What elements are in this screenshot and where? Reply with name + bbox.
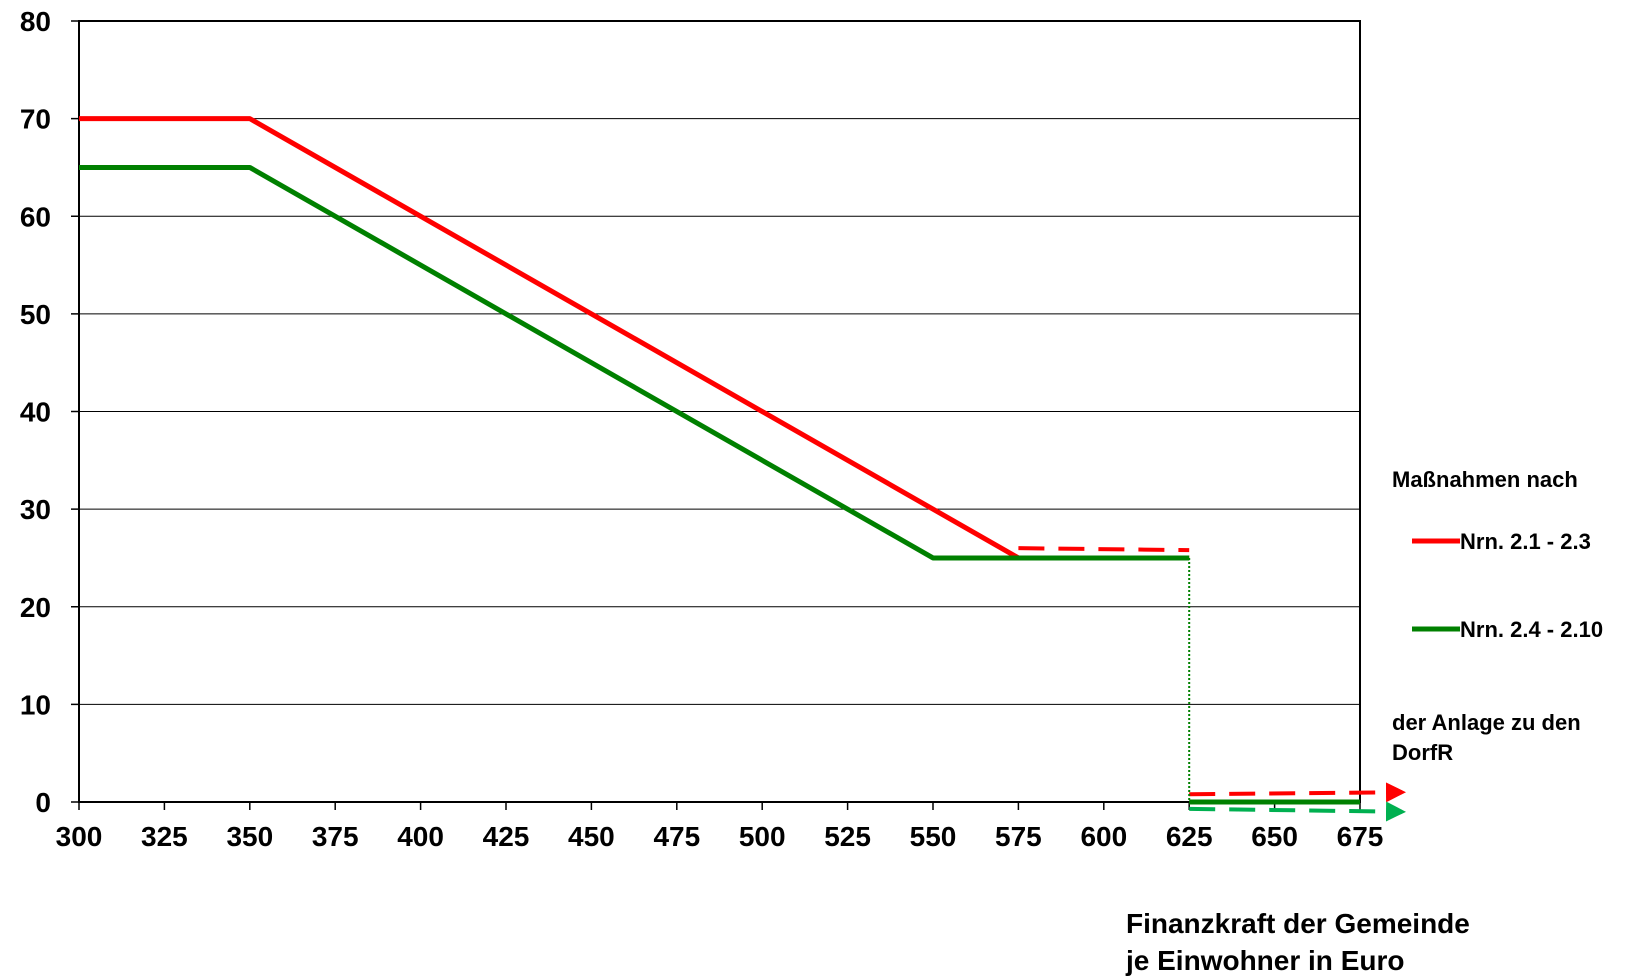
gridlines: [79, 118, 1360, 705]
legend-label-series-1: Nrn. 2.1 - 2.3: [1460, 529, 1591, 554]
tick-labels: 0 10 20 30 40 50 60 70 80 300 325 350 375 400 425 450 47…: [20, 6, 1384, 852]
y-tick-label-20: 20: [20, 592, 51, 623]
x-tick-label-475: 475: [653, 821, 700, 852]
x-tick-label-575: 575: [995, 821, 1042, 852]
x-tick-label-325: 325: [141, 821, 188, 852]
legend-label-series-2: Nrn. 2.4 - 2.10: [1460, 617, 1603, 642]
x-tick-label-450: 450: [568, 821, 615, 852]
series-2-line: [79, 164, 1190, 561]
x-tick-label-425: 425: [483, 821, 530, 852]
legend-heading: Maßnahmen nach: [1392, 467, 1578, 492]
y-tick-label-60: 60: [20, 201, 51, 232]
y-tick-label-0: 0: [35, 787, 51, 818]
x-axis-label-line-2: je Einwohner in Euro: [1126, 945, 1405, 976]
x-tick-label-650: 650: [1251, 821, 1298, 852]
y-tick-label-30: 30: [20, 494, 51, 525]
series-1-line: [79, 116, 1190, 561]
x-tick-label-300: 300: [56, 821, 103, 852]
x-axis-label-line-1: Finanzkraft der Gemeinde: [1126, 908, 1470, 939]
axis-ticks: [71, 20, 1361, 810]
x-tick-label-625: 625: [1166, 821, 1213, 852]
series-2-dashed-segment-1: [1189, 801, 1406, 822]
legend-footer-line-1: der Anlage zu den: [1392, 710, 1581, 735]
x-tick-label-400: 400: [397, 821, 444, 852]
y-tick-label-70: 70: [20, 104, 51, 135]
x-tick-label-525: 525: [824, 821, 871, 852]
series-1-dashed-segment-2: [1189, 782, 1406, 803]
series-1-dashed-segment-1: [1018, 546, 1190, 553]
y-tick-label-40: 40: [20, 397, 51, 428]
y-tick-label-80: 80: [20, 6, 51, 37]
x-tick-label-500: 500: [739, 821, 786, 852]
legend: Maßnahmen nach Nrn. 2.1 - 2.3 Nrn. 2.4 -…: [1392, 467, 1603, 765]
x-tick-label-550: 550: [910, 821, 957, 852]
x-tick-label-350: 350: [226, 821, 273, 852]
x-tick-label-375: 375: [312, 821, 359, 852]
legend-footer-line-2: DorfR: [1392, 740, 1453, 765]
x-tick-label-675: 675: [1337, 821, 1384, 852]
y-tick-label-10: 10: [20, 689, 51, 720]
x-axis-label: Finanzkraft der Gemeinde je Einwohner in…: [1126, 905, 1470, 979]
series-layer: [79, 116, 1406, 822]
x-tick-label-600: 600: [1080, 821, 1127, 852]
y-tick-label-50: 50: [20, 299, 51, 330]
